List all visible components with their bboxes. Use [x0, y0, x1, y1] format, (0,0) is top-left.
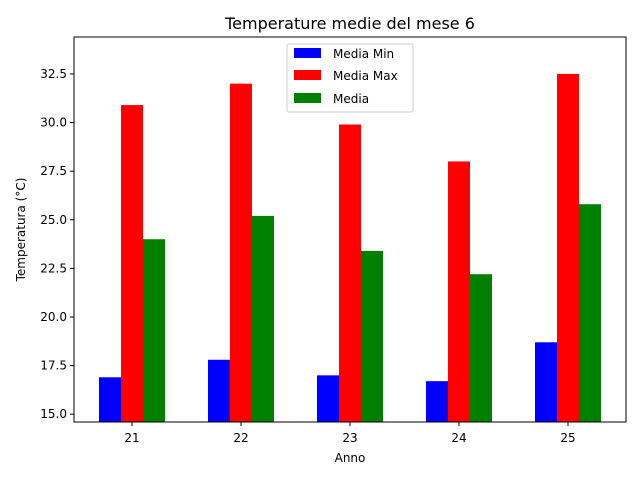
bar-media-min-24 [426, 381, 448, 422]
y-tick-label-15-0: 15.0 [40, 407, 67, 421]
y-tick-label-32-5: 32.5 [40, 67, 67, 81]
bars-layer [99, 73, 601, 423]
x-tick-label-25: 25 [560, 431, 575, 445]
bar-media-24 [470, 274, 492, 422]
y-axis-label: Temperatura (°C) [14, 178, 28, 283]
legend-label-media: Media [333, 92, 369, 106]
bar-media-23 [361, 250, 383, 422]
x-axis: 21 22 23 24 25 [124, 422, 576, 445]
legend-swatch-media-max [294, 70, 321, 80]
bar-media-22 [252, 215, 274, 422]
legend: Media Min Media Max Media [286, 43, 414, 113]
bar-media-max-25 [557, 73, 579, 422]
chart-title: Temperature medie del mese 6 [224, 14, 475, 33]
bar-media-min-22 [208, 359, 230, 422]
bar-media-max-22 [230, 83, 252, 423]
y-tick-label-27-5: 27.5 [40, 164, 67, 178]
y-tick-label-17-5: 17.5 [40, 359, 67, 373]
bar-media-min-21 [99, 377, 121, 422]
bar-media-min-23 [317, 375, 339, 422]
x-tick-label-24: 24 [451, 431, 466, 445]
bar-media-21 [143, 239, 165, 422]
y-tick-label-30-0: 30.0 [40, 116, 67, 130]
bar-media-max-23 [339, 124, 361, 422]
bar-media-25 [579, 204, 601, 422]
y-tick-label-22-5: 22.5 [40, 261, 67, 275]
y-axis: 15.0 17.5 20.0 22.5 25.0 27.5 30.0 32.5 [40, 67, 74, 421]
x-tick-label-22: 22 [233, 431, 248, 445]
x-tick-label-23: 23 [342, 431, 357, 445]
legend-swatch-media-min [294, 48, 321, 58]
bar-media-max-21 [121, 105, 143, 422]
x-axis-label: Anno [335, 451, 366, 465]
legend-label-media-min: Media Min [333, 47, 394, 61]
bar-media-max-24 [448, 161, 470, 422]
y-tick-label-20-0: 20.0 [40, 310, 67, 324]
legend-label-media-max: Media Max [333, 69, 398, 83]
legend-swatch-media [294, 93, 321, 103]
x-tick-label-21: 21 [124, 431, 139, 445]
bar-media-min-25 [535, 342, 557, 422]
y-tick-label-25-0: 25.0 [40, 213, 67, 227]
